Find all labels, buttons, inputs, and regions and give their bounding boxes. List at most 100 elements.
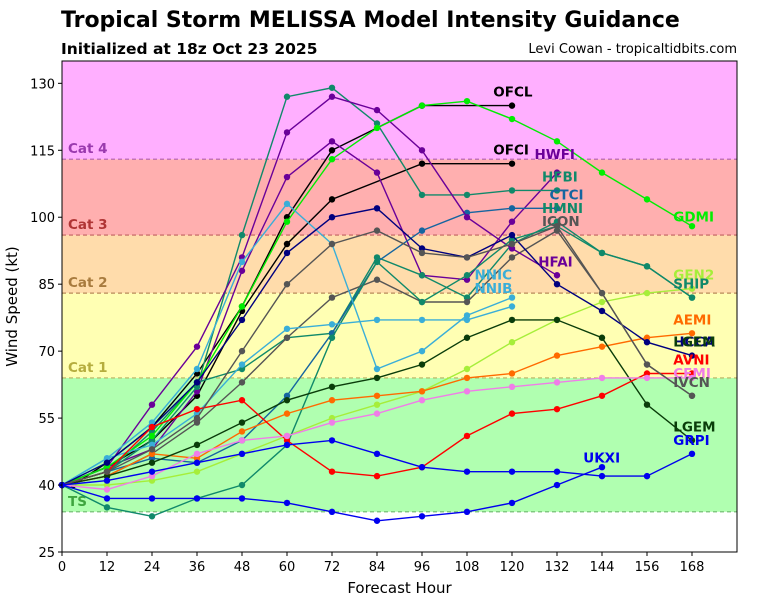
- point-lgem-120: [508, 316, 516, 324]
- point-ctci-132: [553, 205, 561, 212]
- point-hmni-132: [553, 218, 561, 225]
- point-grpi-168: [688, 450, 696, 457]
- point-avni-144: [598, 392, 606, 399]
- point-hcca-48: [238, 316, 246, 324]
- point-ukxi-120: [508, 499, 516, 507]
- point-cemi-132: [553, 379, 561, 386]
- point-ctci-60: [283, 392, 291, 399]
- point-gen2-168: [688, 285, 696, 292]
- point-ofci-120: [508, 160, 516, 167]
- series-line-ctci: [61, 207, 557, 486]
- point-hwfi-48: [238, 267, 246, 274]
- point-gdmi-96: [418, 102, 426, 109]
- x-tick-label: 108: [455, 560, 480, 575]
- model-label-nnib: NNIB: [475, 281, 513, 297]
- point-ukxi-96: [418, 513, 426, 520]
- point-cemi-12: [103, 486, 111, 493]
- point-nnib-96: [418, 316, 426, 324]
- model-label-ofci: OFCI: [493, 143, 529, 159]
- point-ivcn-12: [103, 468, 111, 475]
- point-nnic-36: [193, 365, 201, 373]
- point-ship-120: [508, 236, 516, 243]
- point-grpi-12: [103, 477, 111, 484]
- point-ofci-96: [418, 160, 426, 167]
- point-hcca-12: [103, 459, 111, 466]
- y-tick-label: 55: [38, 412, 55, 427]
- point-gen2-144: [598, 298, 606, 306]
- point-gen2-36: [193, 468, 201, 475]
- point-grpi-36: [193, 459, 201, 466]
- point-hmni-108: [463, 294, 471, 301]
- x-tick-label: 24: [144, 560, 161, 575]
- point-gdmi-60: [283, 218, 291, 225]
- chart-credit: Levi Cowan - tropicaltidbits.com: [528, 42, 737, 57]
- band-label-cat-3: Cat 3: [68, 217, 108, 233]
- point-grpi-132: [553, 468, 561, 475]
- x-tick-label: 36: [189, 560, 206, 575]
- point-ukxi-48: [238, 495, 246, 502]
- point-lgem-72: [328, 383, 336, 391]
- model-label-lgem: LGEM: [673, 419, 715, 435]
- point-nnib-60: [283, 325, 291, 333]
- point-ofci-60: [283, 240, 291, 248]
- point-ivcn-96: [418, 249, 426, 257]
- point-ivcn-168: [688, 392, 696, 399]
- point-gdmi-108: [463, 97, 471, 105]
- point-hfai-24: [148, 401, 156, 408]
- point-aemi-132: [553, 352, 561, 359]
- model-label-ukxi: UKXI: [583, 451, 620, 467]
- point-icon-48: [238, 379, 246, 386]
- point-nnib-84: [373, 316, 381, 324]
- point-hcca-168: [688, 352, 696, 359]
- series-nnib: [58, 303, 516, 489]
- point-ship-24: [148, 513, 156, 520]
- point-hfai-60: [283, 129, 291, 136]
- point-ivcn-132: [553, 222, 561, 230]
- point-lgem-132: [553, 316, 561, 324]
- point-nnic-84: [373, 365, 381, 373]
- point-cemi-108: [463, 388, 471, 395]
- x-tick-label: 12: [99, 560, 116, 575]
- point-gdmi-24: [148, 432, 156, 440]
- x-axis-label: Forecast Hour: [347, 579, 452, 597]
- model-label-gdmi: GDMI: [673, 210, 714, 226]
- point-gdmi-12: [103, 463, 111, 471]
- point-icon-108: [463, 298, 471, 306]
- point-ivcn-144: [598, 289, 606, 297]
- point-hfai-132: [553, 272, 561, 279]
- point-avni-108: [463, 432, 471, 440]
- point-gen2-24: [148, 477, 156, 484]
- point-lgem-48: [238, 419, 246, 426]
- point-hwfi-120: [508, 218, 516, 225]
- point-hfbi-72: [328, 84, 336, 91]
- y-tick-label: 130: [30, 77, 55, 92]
- category-labels: TS Cat 1 Cat 2 Cat 3 Cat 4: [68, 141, 108, 510]
- point-avni-48: [238, 397, 246, 404]
- point-lgem-60: [283, 397, 291, 404]
- point-hcca-60: [283, 249, 291, 257]
- point-cemi-168: [688, 374, 696, 382]
- band-cat-4: [62, 61, 737, 160]
- point-ukxi-108: [463, 508, 471, 516]
- point-hwfi-72: [328, 138, 336, 145]
- x-tick-label: 120: [500, 560, 525, 575]
- band-label-cat-4: Cat 4: [68, 141, 108, 157]
- point-grpi-120: [508, 468, 516, 475]
- point-gen2-84: [373, 401, 381, 408]
- point-hcca-120: [508, 231, 516, 239]
- point-ukxi-132: [553, 481, 561, 489]
- point-grpi-96: [418, 463, 426, 471]
- point-ship-108: [463, 272, 471, 279]
- point-grpi-72: [328, 437, 336, 444]
- point-avni-36: [193, 405, 201, 413]
- x-tick-label: 48: [234, 560, 251, 575]
- x-tick-label: 0: [58, 560, 66, 575]
- y-axis: 25 40 55 70 85 100 115 130: [30, 77, 62, 561]
- x-tick-label: 84: [369, 560, 386, 575]
- point-ukxi-12: [103, 495, 111, 502]
- point-ship-168: [688, 294, 696, 301]
- point-gdmi-72: [328, 156, 336, 163]
- x-tick-label: 144: [590, 560, 615, 575]
- point-aemi-84: [373, 392, 381, 399]
- point-icon-72: [328, 294, 336, 301]
